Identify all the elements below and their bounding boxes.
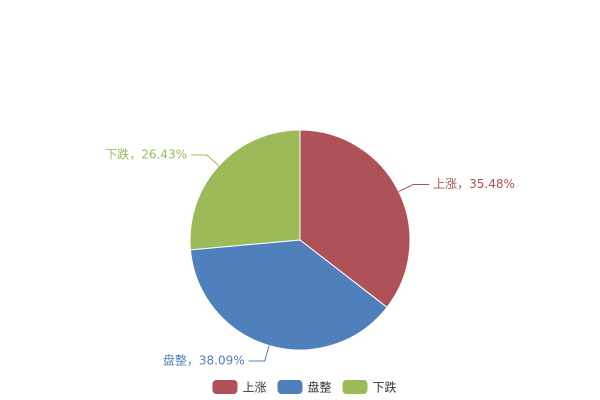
legend-swatch xyxy=(277,380,303,394)
legend-label: 上涨 xyxy=(243,380,267,395)
label-line xyxy=(248,345,270,362)
data-label: 盘整，38.09% xyxy=(163,352,245,367)
legend-label: 下跌 xyxy=(373,380,397,395)
label-line xyxy=(190,154,220,167)
label-line xyxy=(398,183,430,192)
pie-slice xyxy=(189,239,388,351)
data-label: 下跌，26.43% xyxy=(105,146,187,161)
legend-swatch xyxy=(342,380,368,394)
data-label: 上涨，35.48% xyxy=(433,176,515,191)
pie-slice xyxy=(189,129,301,251)
legend-label: 盘整 xyxy=(308,380,332,395)
legend-swatch xyxy=(212,380,238,394)
pie-slice xyxy=(299,129,411,309)
